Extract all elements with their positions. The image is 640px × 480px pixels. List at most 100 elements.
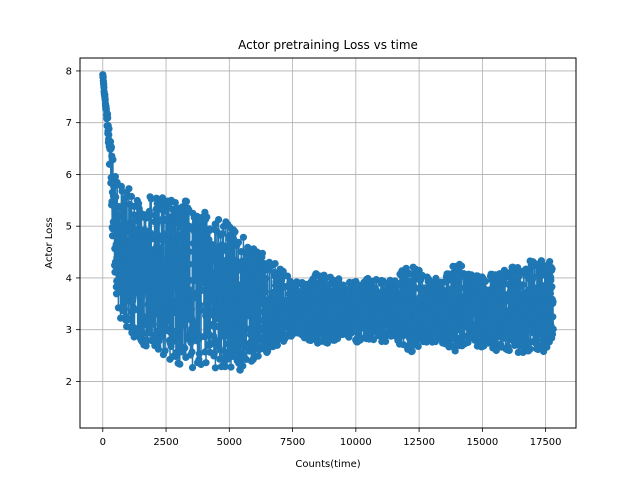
data-point (147, 195, 155, 203)
data-point (129, 294, 137, 302)
data-point (229, 234, 238, 243)
data-point (255, 308, 263, 316)
data-point (225, 286, 234, 294)
data-point (172, 334, 180, 342)
data-point (185, 260, 193, 268)
data-point (209, 308, 217, 316)
data-point (504, 316, 513, 324)
data-point (505, 346, 513, 354)
data-point (283, 272, 292, 280)
data-point (221, 363, 229, 371)
data-point (549, 298, 557, 306)
data-point (149, 257, 157, 265)
data-point (278, 274, 286, 282)
data-point (148, 300, 156, 308)
data-point (258, 249, 266, 257)
plot-frame (79, 57, 577, 429)
data-point (153, 219, 161, 227)
data-point (120, 305, 128, 313)
data-point (116, 249, 124, 257)
data-point (150, 276, 158, 284)
data-point (170, 327, 178, 335)
data-point (352, 326, 360, 334)
data-point (180, 321, 189, 329)
data-point (187, 305, 195, 313)
x-axis: 0 2500 5000 7500 10000 12500 15000 17500 (100, 428, 562, 448)
data-point (254, 324, 262, 332)
data-point (149, 320, 157, 328)
data-point (279, 267, 287, 275)
data-point (152, 287, 160, 295)
data-point (522, 327, 530, 335)
data-point (115, 222, 123, 230)
data-point (216, 310, 224, 318)
data-point (124, 315, 133, 324)
data-point (127, 237, 135, 245)
data-point (233, 343, 241, 351)
data-point (105, 131, 113, 139)
data-point (162, 207, 170, 215)
data-point (165, 317, 173, 325)
data-point (162, 236, 170, 244)
y-axis: 2 3 4 5 6 7 8 (66, 66, 80, 388)
y-axis-label: Actor Loss (44, 217, 55, 268)
data-point (529, 274, 537, 282)
data-point (202, 359, 210, 367)
data-point (533, 335, 541, 343)
data-point (234, 286, 242, 295)
data-layer (99, 71, 557, 374)
chart-title: Actor pretraining Loss vs time (238, 38, 418, 52)
data-point (188, 314, 196, 322)
y-tick-label: 6 (66, 170, 72, 181)
data-point (189, 327, 197, 335)
x-tick-label: 5000 (217, 437, 242, 448)
data-point (201, 276, 209, 284)
data-point (166, 231, 174, 239)
data-point (169, 225, 177, 233)
data-point (238, 338, 246, 346)
data-point (185, 248, 193, 256)
data-point (211, 364, 219, 372)
data-point (547, 276, 555, 284)
data-point (409, 292, 417, 300)
data-point (198, 251, 207, 259)
data-point (145, 207, 153, 215)
data-point (271, 260, 279, 268)
data-point (188, 364, 197, 372)
data-point (133, 289, 141, 297)
data-point (271, 290, 279, 298)
x-tick-label: 10000 (340, 437, 372, 448)
data-point (512, 296, 520, 304)
data-point (124, 261, 132, 269)
data-point (182, 230, 190, 238)
data-point (109, 156, 117, 164)
data-point (175, 286, 183, 294)
data-point (148, 292, 156, 300)
data-point (111, 268, 119, 276)
data-point (138, 253, 146, 261)
data-point (396, 299, 404, 307)
data-point (156, 244, 164, 252)
data-point (159, 332, 167, 340)
data-point (151, 232, 159, 240)
data-point (215, 216, 223, 224)
data-point (121, 275, 129, 284)
data-point (281, 283, 289, 291)
x-tick-label: 7500 (280, 437, 305, 448)
data-point (181, 344, 189, 352)
data-point (208, 268, 216, 276)
data-point (414, 342, 422, 350)
data-point (136, 266, 144, 274)
data-point (127, 192, 136, 201)
data-point (236, 305, 244, 313)
x-tick-label: 2500 (153, 437, 178, 448)
y-tick-label: 2 (66, 377, 72, 388)
data-point (500, 266, 508, 274)
data-point (192, 318, 201, 327)
x-axis-label: Counts(time) (295, 459, 360, 470)
y-tick-label: 7 (66, 118, 72, 129)
data-point (245, 288, 253, 296)
y-tick-label: 5 (66, 222, 72, 233)
